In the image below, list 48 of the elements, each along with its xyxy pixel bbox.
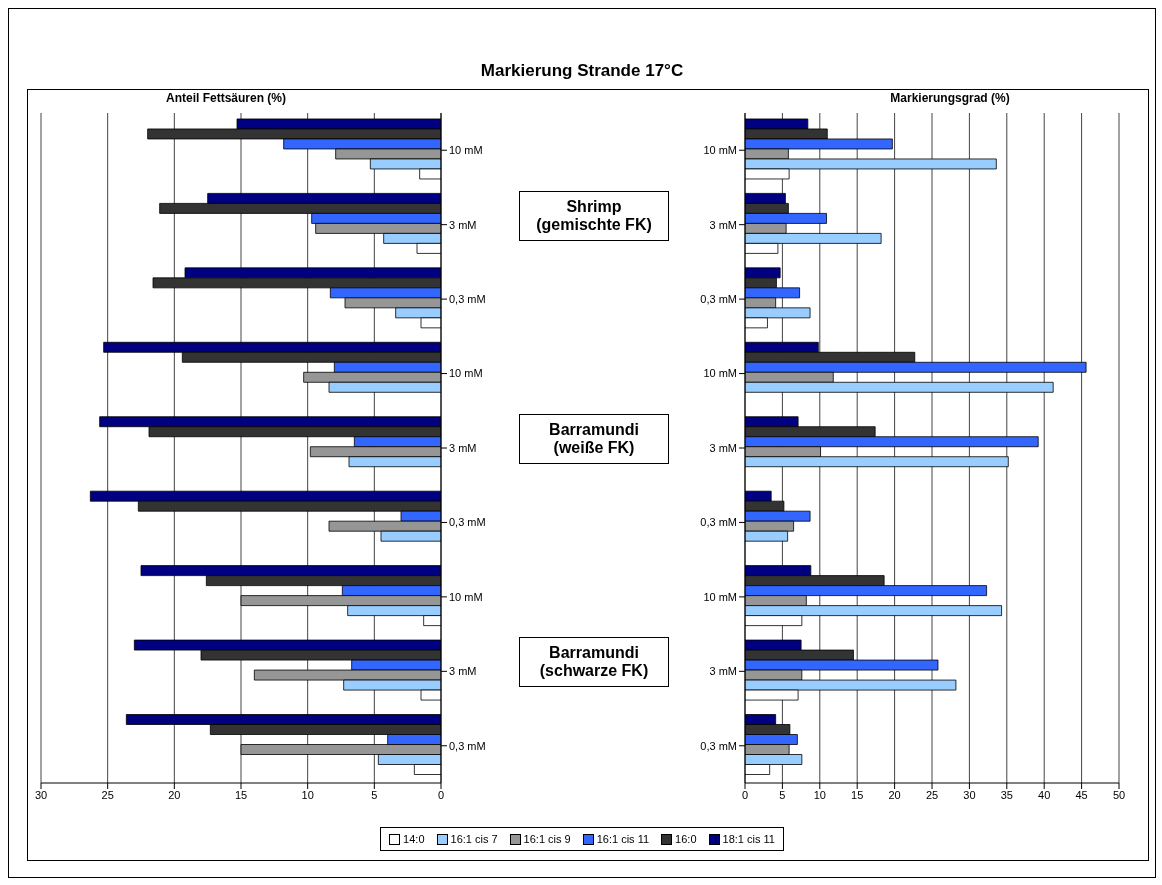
legend-label: 18:1 cis 11 xyxy=(722,833,775,845)
y-tick-label: 0,3 mM xyxy=(700,516,737,529)
x-tick-label: 5 xyxy=(371,788,378,801)
text: Markierung Strande 17°C xyxy=(479,61,685,81)
x-tick-label: 10 xyxy=(301,788,314,801)
y-tick-label: 3 mM xyxy=(709,218,737,231)
y-tick-label: 0,3 mM xyxy=(449,739,486,752)
x-tick-label: 20 xyxy=(168,788,181,801)
x-tick-label: 0 xyxy=(437,788,445,801)
x-tick-label: 35 xyxy=(1000,788,1013,801)
text: Barramundi (weiße FK) xyxy=(519,414,669,464)
y-tick-label: 10 mM xyxy=(449,367,483,380)
y-tick-label: 3 mM xyxy=(709,441,737,454)
y-tick-label: 0,3 mM xyxy=(700,739,737,752)
x-axis-title: Anteil Fettsäuren (%) xyxy=(165,91,287,105)
y-tick-label: 0,3 mM xyxy=(449,293,486,306)
y-tick-label: 3 mM xyxy=(449,218,477,231)
y-tick-label: 3 mM xyxy=(449,441,477,454)
x-tick-label: 50 xyxy=(1112,788,1126,801)
legend-label: 16:1 cis 7 xyxy=(450,833,498,845)
y-tick-label: 3 mM xyxy=(709,665,737,678)
x-tick-label: 20 xyxy=(888,788,901,801)
legend-label: 16:1 cis 9 xyxy=(523,833,571,845)
y-tick-label: 10 mM xyxy=(703,367,737,380)
text: Barramundi (schwarze FK) xyxy=(519,637,669,688)
y-tick-label: 10 mM xyxy=(703,590,737,603)
y-tick-label: 0,3 mM xyxy=(700,293,737,306)
text: Shrimp (gemischte FK) xyxy=(519,190,669,241)
y-tick-label: 10 mM xyxy=(449,590,483,603)
y-tick-label: 3 mM xyxy=(449,665,477,678)
x-tick-label: 15 xyxy=(851,788,864,801)
y-tick-label: 10 mM xyxy=(703,144,737,157)
x-tick-label: 30 xyxy=(963,788,976,801)
legend-label: 16:0 xyxy=(675,833,697,845)
x-tick-label: 30 xyxy=(34,788,48,801)
x-tick-label: 0 xyxy=(741,788,749,801)
legend-label: 14:0 xyxy=(403,833,425,845)
x-tick-label: 15 xyxy=(234,788,248,801)
x-tick-label: 10 xyxy=(813,788,826,801)
x-tick-label: 5 xyxy=(779,788,786,801)
y-tick-label: 0,3 mM xyxy=(449,516,486,529)
legend-label: 16:1 cis 11 xyxy=(596,833,650,845)
x-axis-title: Markierungsgrad (%) xyxy=(889,91,1011,105)
y-tick-label: 10 mM xyxy=(449,144,483,157)
x-tick-label: 45 xyxy=(1075,788,1088,801)
x-tick-label: 25 xyxy=(101,788,114,801)
x-tick-label: 25 xyxy=(925,788,939,801)
x-tick-label: 40 xyxy=(1038,788,1051,801)
